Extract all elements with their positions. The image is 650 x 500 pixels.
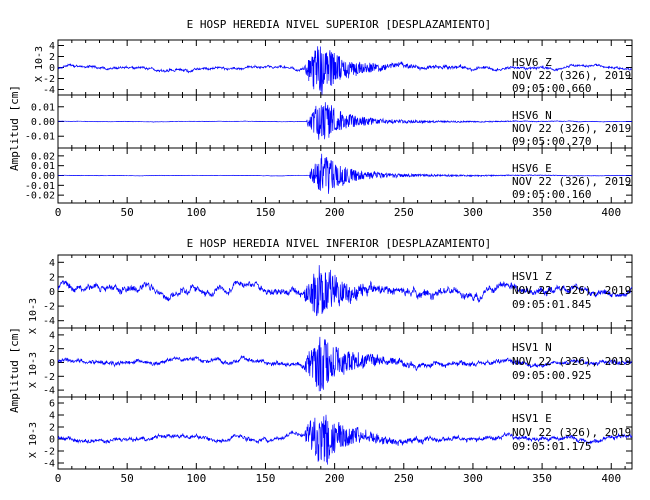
chart1-panel2-time: 09:05:00.270 [512, 135, 591, 148]
chart1-xtick-label-7: 350 [532, 206, 552, 219]
chart1-xtick-label-3: 150 [256, 206, 276, 219]
chart2-panel1-ytick-label-3: 2 [49, 272, 55, 283]
chart2-xtick-label-6: 300 [463, 472, 483, 485]
chart1-panel2-ytick-label-1: 0.00 [31, 117, 55, 128]
chart2-ylabel: Amplitud [cm] [8, 327, 21, 413]
chart1-panel3-channel: HSV6 E [512, 162, 552, 175]
chart1-panel1-ytick-label-1: -2 [43, 74, 55, 85]
chart1-panel3-ytick-label-1: -0.01 [25, 181, 55, 192]
chart1-panel1-ytick-label-0: -4 [43, 85, 55, 96]
chart2-panel2-channel: HSV1 N [512, 341, 552, 354]
chart1-panel1-ytick-label-3: 2 [49, 52, 55, 63]
chart2-panel2-scale: X 10-3 [28, 352, 39, 388]
chart2-title: E HOSP HEREDIA NIVEL INFERIOR [DESPLAZAM… [187, 237, 492, 250]
chart1-panel3-date: NOV 22 (326), 2019 [512, 175, 631, 188]
chart2-panel1-ytick-label-1: -2 [43, 302, 55, 313]
chart1-xtick-label-8: 400 [601, 206, 621, 219]
chart1-panel2-waveform [57, 102, 632, 140]
chart1-panel1-ytick-label-2: 0 [49, 63, 55, 74]
chart1-panel1-scale: X 10-3 [34, 46, 45, 82]
chart1-xtick-label-2: 100 [186, 206, 206, 219]
chart1-title: E HOSP HEREDIA NIVEL SUPERIOR [DESPLAZAM… [187, 18, 492, 31]
chart1-panel3-ytick-label-2: 0.00 [31, 171, 55, 182]
chart2-xtick-label-5: 250 [394, 472, 414, 485]
chart1-panel3-ytick-label-3: 0.01 [31, 161, 55, 172]
chart2-panel3-scale: X 10-3 [28, 422, 39, 458]
chart2-panel1-ytick-label-4: 4 [49, 258, 55, 269]
chart2-panel3-ytick-label-3: 2 [49, 423, 55, 434]
chart1-panel1-date: NOV 22 (326), 2019 [512, 69, 631, 82]
chart1-panel1-waveform [57, 46, 632, 96]
chart2-panel3-date: NOV 22 (326), 2019 [512, 426, 631, 439]
chart2-panel1-ytick-label-2: 0 [49, 287, 55, 298]
chart1-xtick-label-4: 200 [325, 206, 345, 219]
chart2-panel3-ytick-label-5: 6 [49, 399, 55, 410]
chart1-panel1-time: 09:05:00.660 [512, 82, 591, 95]
chart1-panel3-ytick-label-0: -0.02 [25, 191, 55, 202]
chart2-panel3-ytick-label-1: -2 [43, 447, 55, 458]
chart1-panel3-time: 09:05:00.160 [512, 188, 591, 201]
chart1-panel2-channel: HSV6 N [512, 109, 552, 122]
chart2-panel3-ytick-label-0: -4 [43, 459, 55, 470]
chart1-xtick-label-6: 300 [463, 206, 483, 219]
chart2-panel2-ytick-label-4: 4 [49, 330, 55, 341]
chart1-panel2-date: NOV 22 (326), 2019 [512, 122, 631, 135]
chart2-panel2-ytick-label-1: -2 [43, 372, 55, 383]
chart2-xtick-label-1: 50 [121, 472, 134, 485]
chart1-panel3-ytick-label-4: 0.02 [31, 151, 55, 162]
chart2-panel3-waveform [57, 414, 633, 465]
chart2-panel2-ytick-label-0: -4 [43, 386, 55, 397]
chart2-xtick-label-7: 350 [532, 472, 552, 485]
chart1-panel1-channel: HSV6 Z [512, 56, 552, 69]
chart2-xtick-label-0: 0 [55, 472, 62, 485]
chart1-panel1-ytick-label-4: 4 [49, 41, 55, 52]
chart2-panel2-date: NOV 22 (326), 2019 [512, 355, 631, 368]
chart2-panel1-channel: HSV1 Z [512, 270, 552, 283]
chart2-panel1-ytick-label-0: -4 [43, 316, 55, 327]
chart2-xtick-label-8: 400 [601, 472, 621, 485]
chart1-xtick-label-5: 250 [394, 206, 414, 219]
chart2-panel3-ytick-label-2: 0 [49, 435, 55, 446]
chart2-panel2-time: 09:05:00.925 [512, 369, 591, 382]
chart2-panel2-ytick-label-3: 2 [49, 344, 55, 355]
chart1-panel3-waveform [58, 153, 633, 194]
chart1-xtick-label-0: 0 [55, 206, 62, 219]
chart2-panel3-frame [57, 396, 633, 470]
chart2-xtick-label-2: 100 [186, 472, 206, 485]
chart1-panel2-ytick-label-2: 0.01 [31, 102, 55, 113]
chart1-panel2-ytick-label-0: -0.01 [25, 132, 55, 143]
chart2-xtick-label-3: 150 [256, 472, 276, 485]
chart2-xtick-label-4: 200 [325, 472, 345, 485]
chart2-panel2-waveform [57, 336, 633, 392]
chart2-panel1-scale: X 10-3 [28, 298, 39, 334]
chart1-xtick-label-1: 50 [121, 206, 134, 219]
chart2-panel2-ytick-label-2: 0 [49, 358, 55, 369]
chart2-panel3-time: 09:05:01.175 [512, 440, 591, 453]
chart2-panel1-time: 09:05:01.845 [512, 298, 591, 311]
chart2-panel3-ytick-label-4: 4 [49, 411, 55, 422]
chart2-panel1-date: NOV 22 (326), 2019 [512, 284, 631, 297]
chart2-panel1-waveform [57, 265, 633, 317]
chart1-ylabel: Amplitud [cm] [8, 85, 21, 171]
chart2-panel3-channel: HSV1 E [512, 412, 552, 425]
